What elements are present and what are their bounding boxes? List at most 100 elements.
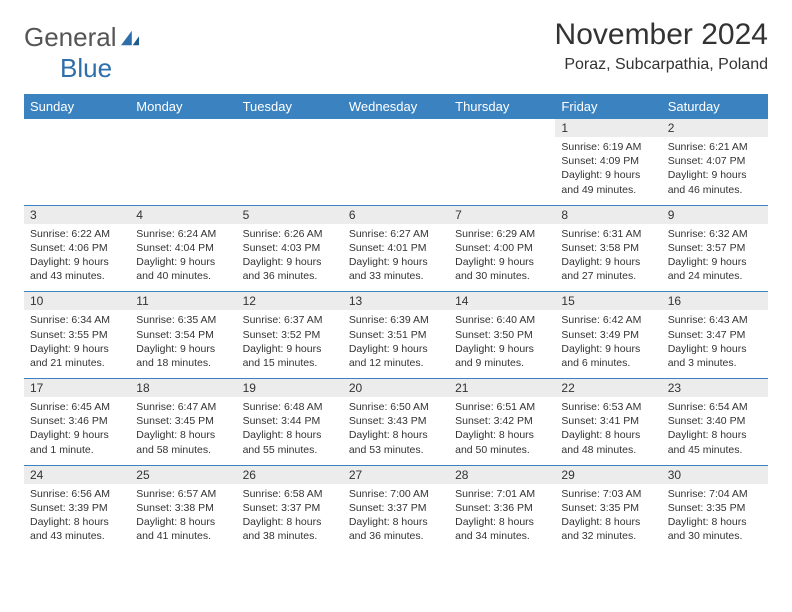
sunset-line: Sunset: 3:47 PM — [668, 328, 762, 342]
day-number: 9 — [662, 206, 768, 224]
day-number: 8 — [555, 206, 661, 224]
sunrise-line: Sunrise: 7:00 AM — [349, 487, 443, 501]
weekday-header: Tuesday — [237, 94, 343, 119]
brand-logo: GeneralBlue — [24, 18, 141, 84]
sunset-line: Sunset: 3:51 PM — [349, 328, 443, 342]
day-number: 20 — [343, 379, 449, 397]
calendar-day-cell: 3Sunrise: 6:22 AMSunset: 4:06 PMDaylight… — [24, 205, 130, 292]
calendar-day-cell: 11Sunrise: 6:35 AMSunset: 3:54 PMDayligh… — [130, 292, 236, 379]
calendar-head: SundayMondayTuesdayWednesdayThursdayFrid… — [24, 94, 768, 119]
brand-part1: General — [24, 22, 117, 53]
sunrise-line: Sunrise: 6:57 AM — [136, 487, 230, 501]
day-number: 25 — [130, 466, 236, 484]
sunrise-line: Sunrise: 6:40 AM — [455, 313, 549, 327]
calendar-day-cell: 1Sunrise: 6:19 AMSunset: 4:09 PMDaylight… — [555, 119, 661, 205]
day-number: 4 — [130, 206, 236, 224]
calendar-day-cell: 21Sunrise: 6:51 AMSunset: 3:42 PMDayligh… — [449, 379, 555, 466]
calendar-day-cell: 17Sunrise: 6:45 AMSunset: 3:46 PMDayligh… — [24, 379, 130, 466]
calendar-day-cell: .. — [449, 119, 555, 205]
calendar-day-cell: 7Sunrise: 6:29 AMSunset: 4:00 PMDaylight… — [449, 205, 555, 292]
calendar-day-cell: 22Sunrise: 6:53 AMSunset: 3:41 PMDayligh… — [555, 379, 661, 466]
daylight-line: Daylight: 8 hours and 34 minutes. — [455, 515, 549, 543]
day-details: Sunrise: 6:26 AMSunset: 4:03 PMDaylight:… — [237, 224, 343, 292]
day-details: Sunrise: 6:50 AMSunset: 3:43 PMDaylight:… — [343, 397, 449, 465]
sunrise-line: Sunrise: 7:04 AM — [668, 487, 762, 501]
day-details: Sunrise: 6:45 AMSunset: 3:46 PMDaylight:… — [24, 397, 130, 465]
title-block: November 2024 Poraz, Subcarpathia, Polan… — [555, 18, 768, 74]
sunset-line: Sunset: 3:35 PM — [668, 501, 762, 515]
calendar-day-cell: 6Sunrise: 6:27 AMSunset: 4:01 PMDaylight… — [343, 205, 449, 292]
daylight-line: Daylight: 8 hours and 55 minutes. — [243, 428, 337, 456]
sunset-line: Sunset: 4:03 PM — [243, 241, 337, 255]
page-header: GeneralBlue November 2024 Poraz, Subcarp… — [24, 18, 768, 84]
daylight-line: Daylight: 9 hours and 30 minutes. — [455, 255, 549, 283]
day-details: Sunrise: 6:32 AMSunset: 3:57 PMDaylight:… — [662, 224, 768, 292]
brand-part2: Blue — [60, 53, 112, 83]
calendar-day-cell: 4Sunrise: 6:24 AMSunset: 4:04 PMDaylight… — [130, 205, 236, 292]
day-number: 28 — [449, 466, 555, 484]
calendar-day-cell: 8Sunrise: 6:31 AMSunset: 3:58 PMDaylight… — [555, 205, 661, 292]
daylight-line: Daylight: 9 hours and 27 minutes. — [561, 255, 655, 283]
day-details: Sunrise: 6:31 AMSunset: 3:58 PMDaylight:… — [555, 224, 661, 292]
daylight-line: Daylight: 9 hours and 33 minutes. — [349, 255, 443, 283]
day-details: Sunrise: 6:48 AMSunset: 3:44 PMDaylight:… — [237, 397, 343, 465]
day-number: 13 — [343, 292, 449, 310]
sunrise-line: Sunrise: 6:22 AM — [30, 227, 124, 241]
day-number: 16 — [662, 292, 768, 310]
daylight-line: Daylight: 9 hours and 43 minutes. — [30, 255, 124, 283]
calendar-day-cell: .. — [237, 119, 343, 205]
calendar-day-cell: 23Sunrise: 6:54 AMSunset: 3:40 PMDayligh… — [662, 379, 768, 466]
day-details: Sunrise: 7:00 AMSunset: 3:37 PMDaylight:… — [343, 484, 449, 552]
sunset-line: Sunset: 3:44 PM — [243, 414, 337, 428]
day-number: 24 — [24, 466, 130, 484]
sunset-line: Sunset: 4:01 PM — [349, 241, 443, 255]
daylight-line: Daylight: 9 hours and 36 minutes. — [243, 255, 337, 283]
day-number: 10 — [24, 292, 130, 310]
sunrise-line: Sunrise: 6:43 AM — [668, 313, 762, 327]
day-number: 5 — [237, 206, 343, 224]
daylight-line: Daylight: 8 hours and 32 minutes. — [561, 515, 655, 543]
day-number: 1 — [555, 119, 661, 137]
day-number: 7 — [449, 206, 555, 224]
calendar-table: SundayMondayTuesdayWednesdayThursdayFrid… — [24, 94, 768, 551]
weekday-header: Thursday — [449, 94, 555, 119]
sunset-line: Sunset: 3:35 PM — [561, 501, 655, 515]
day-details: Sunrise: 6:43 AMSunset: 3:47 PMDaylight:… — [662, 310, 768, 378]
daylight-line: Daylight: 8 hours and 53 minutes. — [349, 428, 443, 456]
calendar-day-cell: 25Sunrise: 6:57 AMSunset: 3:38 PMDayligh… — [130, 465, 236, 551]
calendar-day-cell: 5Sunrise: 6:26 AMSunset: 4:03 PMDaylight… — [237, 205, 343, 292]
sunset-line: Sunset: 3:43 PM — [349, 414, 443, 428]
calendar-day-cell: 9Sunrise: 6:32 AMSunset: 3:57 PMDaylight… — [662, 205, 768, 292]
sunrise-line: Sunrise: 6:56 AM — [30, 487, 124, 501]
daylight-line: Daylight: 9 hours and 15 minutes. — [243, 342, 337, 370]
brand-sail-icon — [119, 29, 141, 47]
calendar-day-cell: 27Sunrise: 7:00 AMSunset: 3:37 PMDayligh… — [343, 465, 449, 551]
calendar-day-cell: 29Sunrise: 7:03 AMSunset: 3:35 PMDayligh… — [555, 465, 661, 551]
sunset-line: Sunset: 3:36 PM — [455, 501, 549, 515]
day-details: Sunrise: 6:35 AMSunset: 3:54 PMDaylight:… — [130, 310, 236, 378]
day-details: Sunrise: 7:03 AMSunset: 3:35 PMDaylight:… — [555, 484, 661, 552]
day-details: Sunrise: 6:27 AMSunset: 4:01 PMDaylight:… — [343, 224, 449, 292]
sunrise-line: Sunrise: 6:32 AM — [668, 227, 762, 241]
daylight-line: Daylight: 8 hours and 50 minutes. — [455, 428, 549, 456]
weekday-header: Friday — [555, 94, 661, 119]
sunrise-line: Sunrise: 7:03 AM — [561, 487, 655, 501]
day-details: Sunrise: 6:42 AMSunset: 3:49 PMDaylight:… — [555, 310, 661, 378]
sunrise-line: Sunrise: 6:42 AM — [561, 313, 655, 327]
day-details: Sunrise: 6:51 AMSunset: 3:42 PMDaylight:… — [449, 397, 555, 465]
calendar-day-cell: 10Sunrise: 6:34 AMSunset: 3:55 PMDayligh… — [24, 292, 130, 379]
daylight-line: Daylight: 9 hours and 1 minute. — [30, 428, 124, 456]
day-number: 17 — [24, 379, 130, 397]
daylight-line: Daylight: 9 hours and 24 minutes. — [668, 255, 762, 283]
sunset-line: Sunset: 3:37 PM — [349, 501, 443, 515]
sunrise-line: Sunrise: 6:35 AM — [136, 313, 230, 327]
sunrise-line: Sunrise: 7:01 AM — [455, 487, 549, 501]
daylight-line: Daylight: 8 hours and 41 minutes. — [136, 515, 230, 543]
calendar-day-cell: .. — [24, 119, 130, 205]
day-number: 6 — [343, 206, 449, 224]
sunset-line: Sunset: 3:58 PM — [561, 241, 655, 255]
day-details: Sunrise: 6:22 AMSunset: 4:06 PMDaylight:… — [24, 224, 130, 292]
day-number: 18 — [130, 379, 236, 397]
day-details: Sunrise: 7:04 AMSunset: 3:35 PMDaylight:… — [662, 484, 768, 552]
calendar-day-cell: 12Sunrise: 6:37 AMSunset: 3:52 PMDayligh… — [237, 292, 343, 379]
